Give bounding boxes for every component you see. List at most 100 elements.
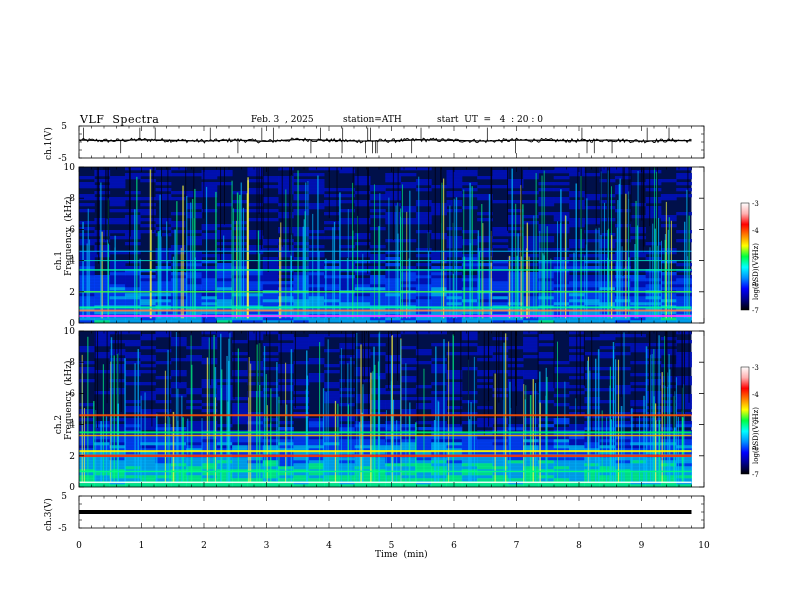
spectrogram-cell bbox=[324, 439, 340, 443]
sferic-streak bbox=[213, 335, 215, 483]
spectrogram-cell bbox=[507, 451, 524, 455]
spectrogram-cell bbox=[369, 352, 386, 356]
sferic-streak bbox=[688, 215, 690, 319]
spectrogram-cell bbox=[645, 284, 662, 288]
spectrogram-cell bbox=[400, 358, 417, 362]
spectrogram-cell bbox=[140, 337, 157, 341]
sferic-streak bbox=[677, 416, 679, 483]
spectrogram-cell bbox=[308, 337, 325, 341]
spectrogram-cell bbox=[140, 445, 157, 449]
spectrogram-cell bbox=[523, 320, 539, 324]
spectrogram-cell bbox=[232, 406, 248, 410]
sferic-streak bbox=[278, 396, 280, 483]
spectrogram-cell bbox=[446, 412, 463, 416]
spectrogram-cell bbox=[584, 194, 601, 198]
sferic-streak bbox=[191, 364, 193, 483]
spectrogram-cell bbox=[369, 257, 386, 261]
sferic-streak bbox=[686, 189, 688, 319]
spectrogram-cell bbox=[415, 263, 432, 267]
sferic-streak bbox=[357, 215, 359, 319]
spectrogram-cell bbox=[569, 478, 585, 482]
spectrogram-cell bbox=[155, 194, 172, 198]
spectrogram-cell bbox=[614, 287, 631, 291]
spectrogram-cell bbox=[660, 352, 677, 356]
spectrogram-cell bbox=[293, 242, 310, 246]
spectrogram-cell bbox=[155, 275, 172, 279]
spectrogram-cell bbox=[645, 296, 662, 300]
spectrogram-cell bbox=[262, 293, 279, 297]
spectrogram-cell bbox=[140, 302, 157, 306]
dark-gap bbox=[674, 331, 676, 428]
spectrogram-cell bbox=[645, 197, 662, 201]
dark-gap bbox=[397, 331, 399, 381]
spectrogram-cell bbox=[124, 460, 141, 464]
dark-gap bbox=[210, 331, 212, 386]
spectrogram-cell bbox=[538, 203, 555, 207]
sferic-streak bbox=[307, 180, 309, 319]
spectrogram-cell bbox=[660, 337, 677, 341]
dark-gap bbox=[515, 331, 517, 406]
spectrogram-cell bbox=[293, 460, 310, 464]
spectrogram-cell bbox=[415, 230, 432, 234]
spectrogram-cell bbox=[140, 209, 157, 213]
spectrogram-cell bbox=[477, 445, 493, 449]
spectrogram-cell bbox=[584, 427, 601, 431]
spectrogram-cell bbox=[599, 484, 616, 488]
spectrogram-cell bbox=[247, 436, 264, 440]
sferic-streak bbox=[101, 231, 103, 319]
spectrogram-cell bbox=[400, 424, 417, 428]
spectrogram-cell bbox=[385, 364, 402, 368]
sferic-streak bbox=[400, 208, 402, 319]
spectrogram-cell bbox=[324, 457, 340, 461]
spectrogram-cell bbox=[614, 391, 631, 395]
spectrogram-cell bbox=[492, 287, 509, 291]
spectrogram-cell bbox=[262, 257, 279, 261]
spectrogram-cell bbox=[124, 382, 141, 386]
sferic-streak bbox=[620, 406, 623, 483]
spectrogram-cell bbox=[170, 230, 187, 234]
spectrogram-cell bbox=[339, 394, 356, 398]
spectrogram-cell bbox=[324, 260, 340, 264]
spectrogram-cell bbox=[492, 185, 509, 189]
y-tick-label: 8 bbox=[69, 358, 75, 368]
spectrogram-cell bbox=[354, 236, 371, 240]
sferic-streak bbox=[223, 235, 225, 319]
spectrogram-cell bbox=[124, 272, 141, 276]
spectrogram-cell bbox=[385, 287, 402, 291]
y-tick-label: -5 bbox=[58, 154, 67, 164]
spectrogram-cell bbox=[614, 343, 631, 347]
sferic-streak bbox=[351, 182, 354, 319]
spectral-band bbox=[79, 309, 692, 312]
spectrogram-cell bbox=[369, 317, 386, 321]
spectrogram-cell bbox=[293, 317, 310, 321]
sferic-streak bbox=[317, 175, 319, 319]
spectrogram-cell bbox=[124, 433, 141, 437]
spectrogram-cell bbox=[630, 433, 647, 437]
spectrogram-cell bbox=[369, 302, 386, 306]
spectrogram-cell bbox=[339, 472, 356, 476]
sferic-streak bbox=[392, 399, 395, 483]
spectrogram-cell bbox=[584, 337, 601, 341]
spectrogram-cell bbox=[155, 266, 172, 270]
spectrogram-cell bbox=[369, 478, 386, 482]
spectrogram-cell bbox=[676, 194, 692, 198]
spectrogram-cell bbox=[400, 287, 417, 291]
spectrogram-cell bbox=[354, 203, 371, 207]
sferic-streak bbox=[110, 337, 113, 483]
spectrogram-cell bbox=[569, 466, 585, 470]
spectrogram-cell bbox=[553, 320, 570, 324]
spectrogram-cell bbox=[630, 361, 647, 365]
spectrogram-cell bbox=[247, 299, 264, 303]
spectrogram-cell bbox=[584, 478, 601, 482]
spectrogram-cell bbox=[170, 272, 187, 276]
spectrogram-cell bbox=[523, 296, 539, 300]
spectrogram-cell bbox=[155, 331, 172, 335]
sferic-streak bbox=[303, 219, 305, 319]
spectrogram-cell bbox=[385, 302, 402, 306]
spectrogram-cell bbox=[293, 173, 310, 177]
spectrogram-cell bbox=[124, 197, 141, 201]
spectrogram-cell bbox=[477, 448, 493, 452]
spectrogram-cell bbox=[293, 188, 310, 192]
spectrogram-cell bbox=[523, 284, 539, 288]
spectrogram-cell bbox=[308, 278, 325, 282]
